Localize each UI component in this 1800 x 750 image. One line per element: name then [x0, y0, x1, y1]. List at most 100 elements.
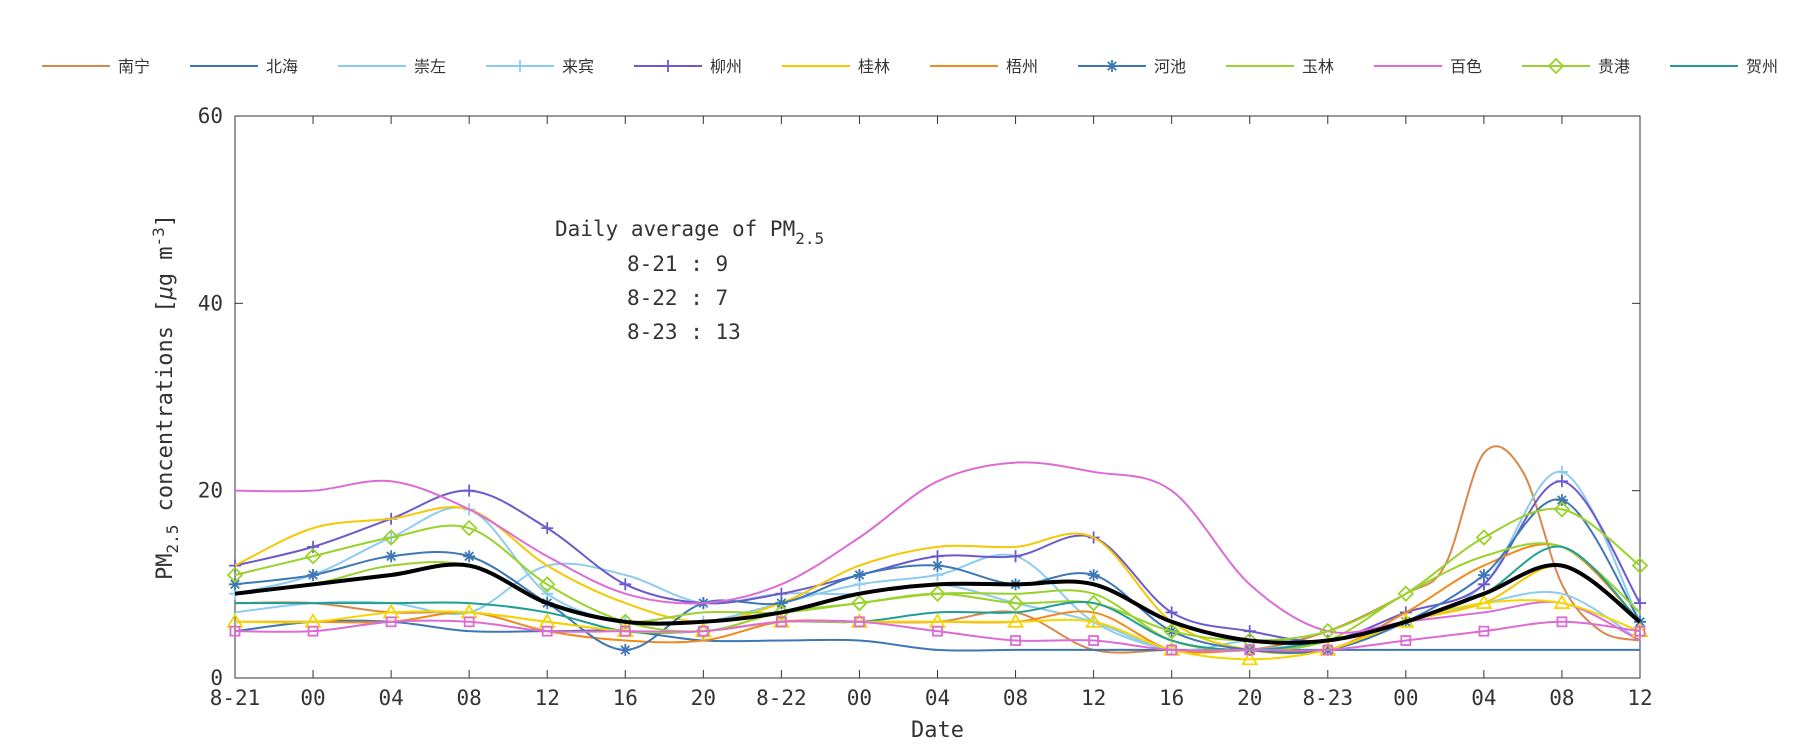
- data-point: [1010, 635, 1021, 646]
- data-point: [1475, 529, 1493, 546]
- data-point: [1634, 625, 1646, 637]
- data-point: [1009, 550, 1022, 563]
- x-tick-label: 00: [1393, 686, 1418, 710]
- legend-marker: [1106, 60, 1118, 72]
- legend-label: 南宁: [118, 57, 150, 76]
- x-tick-label: 8-22: [756, 686, 807, 710]
- data-point: [1631, 557, 1649, 574]
- y-axis-label: PM2.5 concentrations [μg m-3]: [149, 214, 182, 580]
- data-point: [307, 625, 319, 637]
- legend-label: 北海: [266, 57, 298, 76]
- legend-item: 北海: [190, 57, 298, 76]
- x-tick-label: 08: [457, 686, 482, 710]
- data-point: [307, 568, 320, 581]
- x-tick-label: 08: [1549, 686, 1574, 710]
- data-point: [229, 625, 241, 637]
- data-point: [541, 625, 553, 637]
- legend-label: 柳州: [710, 57, 742, 76]
- legend-item: 贺州: [1670, 57, 1778, 76]
- axes: 0 20 40 60 8-21 00 04 08 12 16 20 8-22 00 04 08 12 16 20…: [198, 104, 1653, 710]
- data-point: [307, 540, 320, 553]
- data-point: [853, 568, 866, 581]
- annotation-line-3: 8-23 : 13: [627, 320, 741, 344]
- legend-label: 桂林: [858, 57, 890, 76]
- legend-label: 来宾: [562, 57, 594, 76]
- legend-item: 百色: [1374, 57, 1482, 76]
- x-tick-label: 12: [535, 686, 560, 710]
- data-point: [1165, 606, 1178, 619]
- legend-item: 梧州: [930, 57, 1038, 76]
- x-axis-label: Date: [911, 718, 964, 743]
- series-line: [234, 619, 1640, 652]
- annotation-title: Daily average of PM2.5: [555, 217, 824, 248]
- data-point: [1397, 585, 1415, 602]
- x-tick-label: 04: [925, 686, 950, 710]
- x-ticks: 8-21 00 04 08 12 16 20 8-22 00 04 08 12 16 20 8-23 00 04…: [210, 116, 1653, 710]
- data-point: [854, 616, 865, 628]
- data-point: [775, 616, 787, 628]
- data-point: [1478, 625, 1490, 637]
- series-layer: [226, 445, 1649, 666]
- data-point: [932, 625, 943, 637]
- data-point: [1400, 635, 1412, 646]
- series-line: [234, 498, 1641, 654]
- data-point: [385, 616, 397, 628]
- data-point: [229, 578, 241, 591]
- legend-marker: [662, 60, 674, 72]
- x-tick-label: 20: [1237, 686, 1262, 710]
- legend-label: 河池: [1154, 57, 1186, 76]
- x-tick-label: 20: [691, 686, 716, 710]
- data-point: [1475, 594, 1493, 609]
- data-point: [619, 625, 631, 637]
- data-point: [1088, 635, 1100, 646]
- x-tick-label: 16: [1159, 686, 1184, 710]
- x-tick-label: 8-23: [1302, 686, 1353, 710]
- data-point: [1243, 625, 1256, 638]
- data-point: [1553, 501, 1571, 518]
- data-point: [385, 550, 398, 563]
- data-point: [1085, 594, 1102, 612]
- data-point: [929, 585, 946, 602]
- data-point: [1634, 597, 1646, 610]
- y-tick-label: 60: [198, 104, 223, 128]
- data-point: [619, 643, 632, 656]
- data-point: [1553, 594, 1571, 609]
- data-point: [226, 566, 244, 584]
- data-point: [1319, 622, 1337, 640]
- data-point: [304, 547, 322, 565]
- series-北海: [234, 619, 1640, 652]
- legend-marker: [514, 60, 526, 72]
- x-tick-label: 8-21: [210, 686, 261, 710]
- legend-label: 贺州: [1746, 57, 1778, 76]
- series-防城港: [229, 616, 1646, 656]
- x-tick-label: 04: [1471, 686, 1496, 710]
- legend-label: 贵港: [1598, 57, 1630, 76]
- data-point: [1166, 644, 1178, 656]
- data-point: [775, 597, 788, 610]
- legend-label: 百色: [1450, 57, 1482, 76]
- legend-item: 桂林: [782, 57, 890, 76]
- y-tick-label: 40: [198, 291, 223, 315]
- data-point: [1007, 594, 1024, 612]
- data-point: [1477, 568, 1490, 581]
- data-point: [541, 522, 554, 535]
- legend-item: 崇左: [338, 57, 446, 76]
- daily-average-annotation: Daily average of PM2.5 8-21 : 9 8-22 : 7…: [555, 217, 824, 344]
- data-point: [619, 578, 632, 591]
- x-tick-label: 00: [847, 686, 872, 710]
- legend-item: 贵港: [1522, 57, 1630, 76]
- legend-item: 柳州: [634, 57, 742, 76]
- data-point: [1322, 644, 1334, 656]
- series-贵港: [226, 501, 1649, 649]
- x-tick-label: 08: [1003, 686, 1028, 710]
- legend-item: 河池: [1078, 57, 1186, 76]
- legend-item: 南宁: [42, 57, 150, 76]
- data-point: [1556, 616, 1568, 628]
- x-tick-label: 12: [1627, 686, 1652, 710]
- legend: 南宁北海崇左来宾柳州桂林梧州河池玉林百色贵港贺州钦州防城港: [42, 57, 1778, 76]
- y-ticks: 0 20 40 60: [198, 104, 1640, 690]
- series-line: [234, 619, 1641, 652]
- y-tick-label: 0: [210, 666, 223, 690]
- x-tick-label: 12: [1081, 686, 1106, 710]
